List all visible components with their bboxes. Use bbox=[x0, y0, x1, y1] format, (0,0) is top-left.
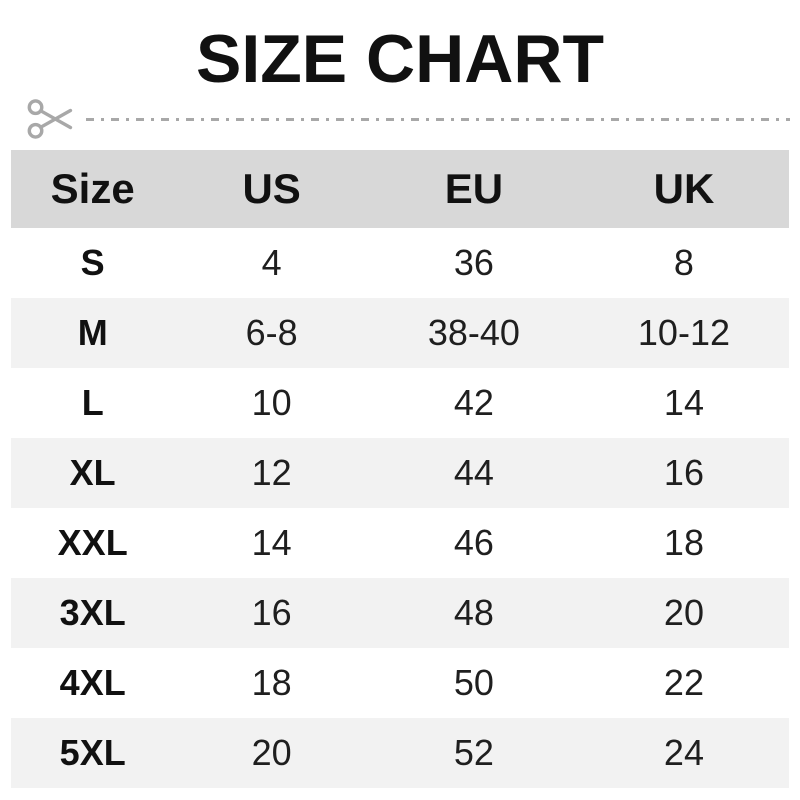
eu-cell: 42 bbox=[453, 382, 494, 423]
size-cell: 3XL bbox=[59, 592, 126, 633]
table-row: XL 12 44 16 bbox=[11, 438, 789, 508]
cut-line bbox=[26, 96, 790, 142]
uk-cell: 24 bbox=[663, 732, 704, 773]
table-row: M 6-8 38-40 10-12 bbox=[11, 298, 789, 368]
us-cell: 18 bbox=[251, 662, 292, 703]
uk-cell: 14 bbox=[663, 382, 704, 423]
eu-cell: 48 bbox=[453, 592, 494, 633]
column-header-uk: UK bbox=[653, 165, 715, 212]
eu-cell: 36 bbox=[453, 242, 494, 283]
page-title: SIZE CHART bbox=[196, 21, 604, 97]
us-cell: 10 bbox=[251, 382, 292, 423]
table-row: S 4 36 8 bbox=[11, 228, 789, 298]
table-row: 4XL 18 50 22 bbox=[11, 648, 789, 718]
eu-cell: 52 bbox=[453, 732, 494, 773]
table-row: 3XL 16 48 20 bbox=[11, 578, 789, 648]
uk-cell: 20 bbox=[663, 592, 704, 633]
eu-cell: 44 bbox=[453, 452, 494, 493]
size-cell: XXL bbox=[57, 522, 128, 563]
size-cell: XL bbox=[69, 452, 116, 493]
size-cell: 4XL bbox=[59, 662, 126, 703]
column-header-us: US bbox=[242, 165, 301, 212]
us-cell: 14 bbox=[251, 522, 292, 563]
eu-cell: 50 bbox=[453, 662, 494, 703]
table-row: 5XL 20 52 24 bbox=[11, 718, 789, 788]
eu-cell: 46 bbox=[453, 522, 494, 563]
us-cell: 6-8 bbox=[245, 312, 298, 353]
uk-cell: 22 bbox=[663, 662, 704, 703]
dashed-cut-line bbox=[86, 117, 790, 121]
us-cell: 12 bbox=[251, 452, 292, 493]
us-cell: 16 bbox=[251, 592, 292, 633]
uk-cell: 10-12 bbox=[637, 312, 730, 353]
table-row: XXL 14 46 18 bbox=[11, 508, 789, 578]
size-cell: L bbox=[81, 382, 104, 423]
size-cell: S bbox=[80, 242, 105, 283]
size-cell: 5XL bbox=[59, 732, 126, 773]
table-body: S 4 36 8 M 6-8 38-40 10-12 L 10 42 14 XL… bbox=[11, 228, 789, 788]
table-header-row: Size US EU UK bbox=[11, 150, 789, 228]
uk-cell: 16 bbox=[663, 452, 704, 493]
column-header-eu: EU bbox=[444, 165, 504, 212]
column-header-size: Size bbox=[50, 165, 135, 212]
scissors-icon bbox=[27, 99, 73, 139]
eu-cell: 38-40 bbox=[427, 312, 520, 353]
size-cell: M bbox=[77, 312, 108, 353]
size-table: Size US EU UK S 4 36 8 M 6-8 38-40 10-12… bbox=[11, 150, 789, 788]
uk-cell: 18 bbox=[663, 522, 704, 563]
table-row: L 10 42 14 bbox=[11, 368, 789, 438]
uk-cell: 8 bbox=[673, 242, 694, 283]
us-cell: 4 bbox=[261, 242, 282, 283]
us-cell: 20 bbox=[251, 732, 292, 773]
